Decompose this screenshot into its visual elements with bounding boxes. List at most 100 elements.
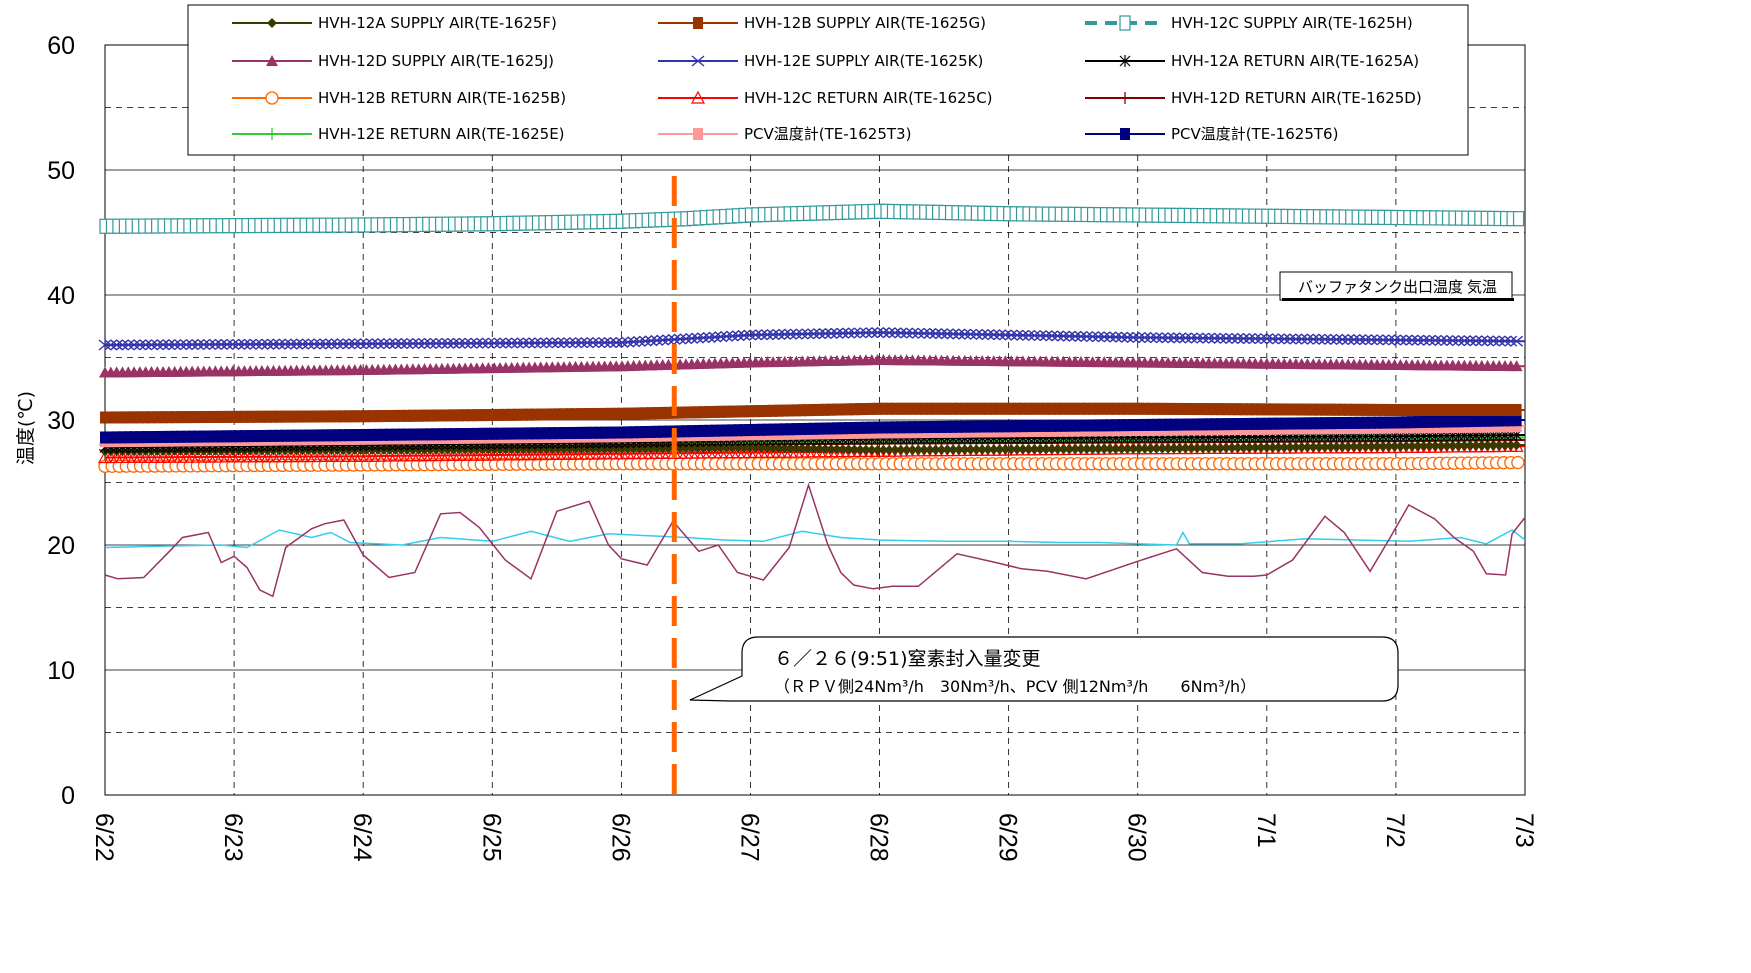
data-point: [452, 337, 466, 349]
data-point: [1260, 333, 1274, 345]
data-point: [958, 328, 972, 340]
data-point: [152, 411, 163, 424]
data-point: [1022, 329, 1036, 341]
data-point: [1209, 418, 1220, 431]
legend-item: HVH-12C RETURN AIR(TE-1625C): [658, 89, 993, 107]
data-point: [860, 444, 871, 455]
legend-item: HVH-12A SUPPLY AIR(TE-1625F): [232, 14, 557, 32]
data-point: [1511, 420, 1522, 433]
data-point: [766, 329, 780, 341]
data-point: [1430, 440, 1441, 451]
data-point: [1290, 442, 1301, 453]
data-point: [129, 431, 140, 444]
data-point: [320, 410, 331, 423]
data-point: [1000, 402, 1011, 415]
data-point: [268, 429, 279, 442]
data-point: [913, 444, 924, 455]
data-point: [1418, 440, 1429, 451]
data-point: [1388, 334, 1402, 346]
data-point: [326, 429, 337, 442]
data-point: [465, 427, 476, 440]
data-point: [779, 423, 790, 436]
data-point: [1087, 402, 1098, 415]
data-point: [1510, 360, 1523, 372]
data-point: [1498, 335, 1512, 347]
data-point: [807, 328, 821, 340]
x-tick-label: 6/28: [865, 813, 893, 862]
data-point: [1308, 417, 1319, 430]
data-point: [923, 327, 937, 340]
data-point: [605, 407, 616, 420]
data-point: [1505, 440, 1516, 451]
data-point: [481, 337, 495, 349]
data-point: [237, 338, 251, 350]
data-point: [1150, 332, 1163, 344]
data-point: [733, 442, 744, 453]
data-point: [982, 444, 993, 455]
data-point: [942, 402, 953, 415]
data-point: [824, 327, 838, 339]
data-point: [836, 327, 850, 339]
data-point: [483, 427, 494, 440]
data-point: [243, 338, 257, 350]
data-point: [1512, 211, 1525, 227]
data-point: [895, 444, 906, 455]
data-point: [343, 429, 354, 442]
data-point: [117, 431, 128, 444]
data-point: [617, 426, 628, 439]
data-point: [564, 427, 575, 439]
data-point: [425, 409, 436, 422]
data-point: [1132, 331, 1146, 344]
data-point: [826, 422, 837, 435]
data-point: [1331, 417, 1342, 430]
data-point: [489, 427, 500, 440]
data-point: [709, 405, 720, 418]
data-point: [349, 410, 360, 423]
data-point: [820, 443, 831, 454]
data-point: [1476, 404, 1487, 416]
data-point: [609, 336, 623, 349]
data-point: [919, 402, 930, 415]
data-point: [1447, 415, 1458, 428]
data-point: [1312, 333, 1326, 345]
data-point: [837, 403, 848, 416]
data-point: [163, 411, 174, 424]
data-point: [574, 337, 588, 349]
data-point: [325, 338, 339, 350]
data-point: [907, 402, 918, 415]
data-point: [727, 442, 738, 453]
data-point: [1035, 444, 1046, 455]
data-point: [309, 410, 320, 423]
data-point: [423, 337, 437, 349]
data-point: [251, 410, 262, 423]
data-point: [1242, 333, 1256, 345]
legend-label: PCV温度計(TE-1625T6): [1171, 125, 1338, 143]
data-point: [785, 423, 796, 436]
data-point: [471, 409, 482, 422]
data-point: [1070, 402, 1081, 415]
data-point: [402, 409, 413, 422]
data-point: [557, 337, 571, 349]
data-point: [210, 410, 221, 423]
data-point: [994, 420, 1005, 433]
data-point: [163, 430, 174, 443]
data-point: [1267, 417, 1278, 430]
data-point: [249, 338, 263, 350]
data-point: [1511, 455, 1525, 470]
data-point: [1378, 403, 1388, 416]
data-point: [1412, 416, 1423, 429]
data-point: [919, 421, 930, 434]
data-point: [198, 430, 209, 443]
data-point: [702, 331, 716, 343]
data-point: [878, 402, 889, 415]
data-point: [1046, 419, 1057, 432]
data-point: [476, 337, 490, 349]
x-tick-label: 7/1: [1252, 813, 1280, 848]
data-point: [802, 422, 813, 435]
data-point: [262, 410, 273, 423]
data-point: [280, 410, 291, 423]
legend-label: HVH-12E SUPPLY AIR(TE-1625K): [744, 52, 983, 70]
data-point: [789, 328, 803, 340]
data-point: [587, 426, 598, 439]
data-point: [1436, 440, 1447, 451]
